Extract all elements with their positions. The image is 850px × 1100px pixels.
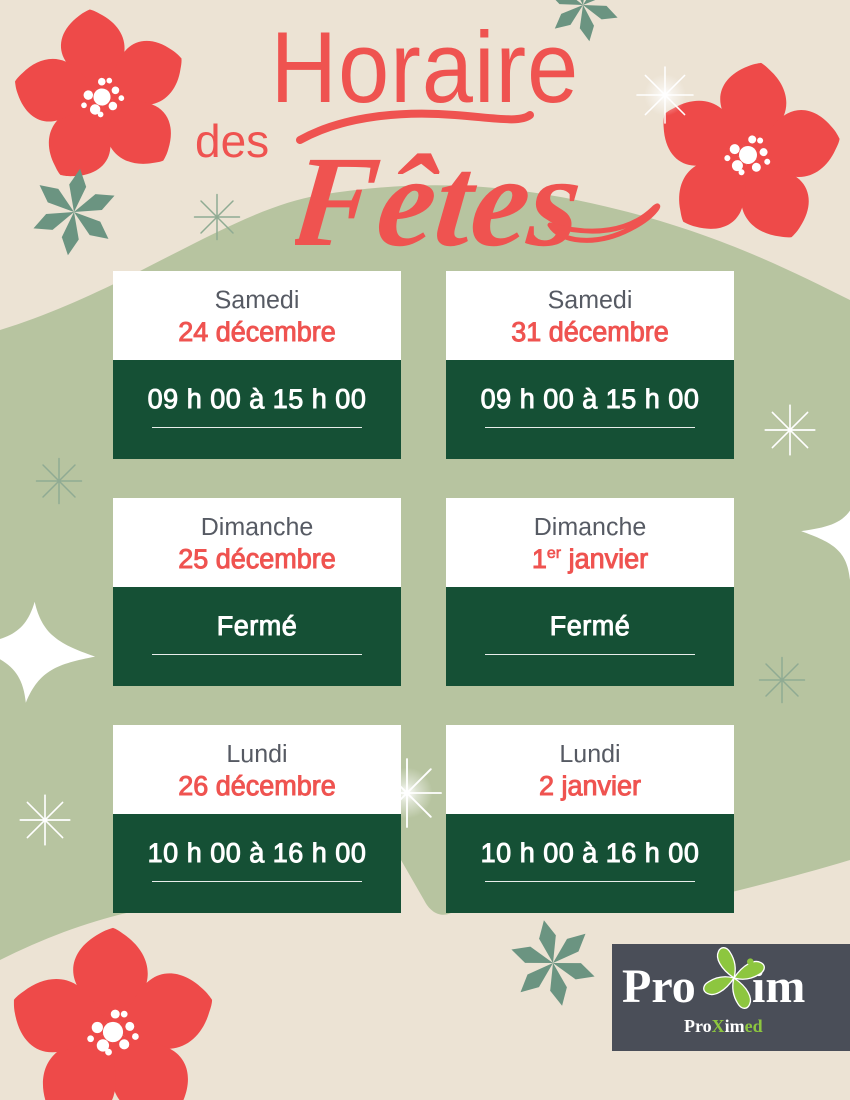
svg-text:Pro: Pro — [622, 960, 696, 1013]
